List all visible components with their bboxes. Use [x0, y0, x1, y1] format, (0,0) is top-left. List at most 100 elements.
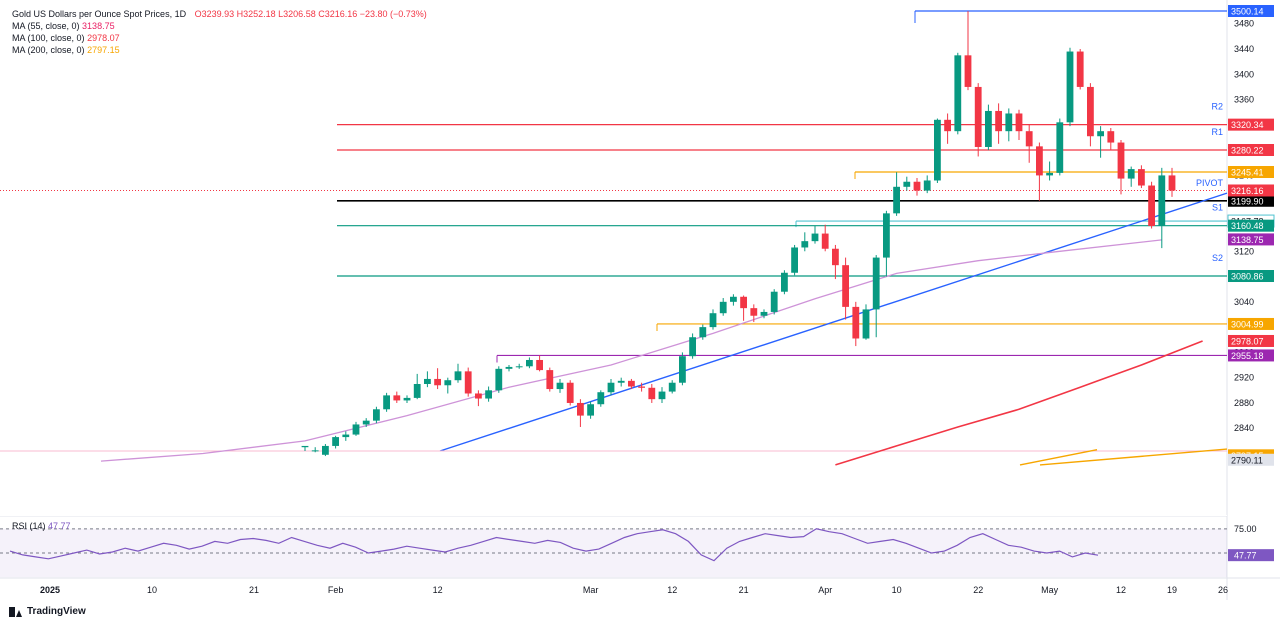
- price-tick-label: 3040: [1234, 297, 1254, 307]
- candle-body: [1127, 169, 1135, 179]
- time-tick-label: 21: [249, 585, 259, 595]
- price-badge-text: 2790.11: [1231, 455, 1263, 465]
- price-badge-text: 3080.86: [1231, 272, 1264, 282]
- candle-body: [515, 366, 523, 368]
- candle-body: [1015, 113, 1023, 132]
- rsi-badge: [1228, 549, 1274, 562]
- candle-body: [770, 291, 778, 312]
- price-badge: [1228, 219, 1274, 232]
- rsi-legend[interactable]: RSI (14) 47.77: [12, 521, 71, 531]
- time-tick-label: 10: [892, 585, 902, 595]
- candle-body: [301, 445, 309, 448]
- candle-body: [852, 306, 860, 339]
- ma200-line: [1019, 449, 1098, 466]
- ma100-line: [835, 340, 1203, 466]
- price-badge: [1228, 5, 1274, 17]
- candle-body: [556, 382, 564, 390]
- candle-body: [730, 296, 737, 302]
- candle-body: [373, 409, 380, 421]
- price-badge-text: 2978.07: [1231, 336, 1264, 346]
- rsi-badge-text: 47.77: [1234, 551, 1257, 561]
- tradingview-brand[interactable]: TradingView: [9, 606, 86, 617]
- rsi-value: 47.77: [48, 521, 71, 531]
- price-tick-label: 3120: [1234, 246, 1254, 256]
- candle-body: [1168, 175, 1176, 191]
- candle-body: [383, 395, 390, 410]
- level-label: R1: [1211, 127, 1223, 137]
- candle-body: [944, 119, 951, 132]
- level-label: PIVOT: [1196, 178, 1224, 188]
- candle-body: [1056, 122, 1064, 173]
- candle-body: [1117, 142, 1125, 179]
- ma200-value: 2797.15: [87, 45, 120, 55]
- time-tick-label: 10: [147, 585, 157, 595]
- candle-body: [1087, 86, 1094, 137]
- price-badge: [1228, 270, 1274, 283]
- candle-body: [1097, 131, 1104, 137]
- candle-body: [403, 397, 411, 401]
- candle-body: [842, 265, 849, 307]
- price-badge: [1228, 317, 1274, 330]
- candle-body: [454, 371, 462, 381]
- candle-body: [1148, 185, 1155, 226]
- candle-body: [536, 359, 543, 371]
- price-badge: [1228, 334, 1274, 347]
- price-tick-label: 3400: [1234, 69, 1254, 79]
- candle-body: [607, 382, 615, 393]
- price-badge-text: 3160.48: [1231, 221, 1264, 231]
- candle-body: [964, 55, 972, 87]
- candle-body: [954, 55, 962, 132]
- legend-ma200[interactable]: MA (200, close, 0) 2797.15: [12, 44, 427, 56]
- candle-body: [311, 450, 319, 452]
- symbol-title[interactable]: Gold US Dollars per Ounce Spot Prices, 1…: [12, 9, 187, 19]
- price-badge-text: 3245.41: [1231, 168, 1264, 178]
- price-tick-label: 2840: [1234, 423, 1254, 433]
- candle-body: [883, 213, 890, 258]
- candle-body: [1076, 51, 1084, 87]
- price-badge-text: 3320.34: [1231, 120, 1264, 130]
- candle-body: [362, 420, 370, 425]
- level-label: S2: [1212, 253, 1223, 263]
- candle-body: [995, 110, 1002, 132]
- candle-body: [413, 383, 421, 398]
- ma100-value: 2978.07: [87, 33, 120, 43]
- candle-body: [1046, 172, 1053, 176]
- candle-body: [913, 181, 921, 191]
- level-label: S1: [1212, 203, 1223, 213]
- legend-title-row: Gold US Dollars per Ounce Spot Prices, 1…: [12, 8, 427, 20]
- candle-body: [393, 395, 401, 401]
- candle-body: [638, 386, 645, 388]
- price-badge: [1228, 194, 1274, 207]
- price-badge: [1228, 349, 1274, 362]
- candle-body: [322, 445, 329, 455]
- candle-body: [903, 181, 911, 187]
- legend-ma100[interactable]: MA (100, close, 0) 2978.07: [12, 32, 427, 44]
- candle-body: [1025, 131, 1033, 147]
- candle-body: [546, 370, 554, 390]
- time-tick-label: Mar: [583, 585, 599, 595]
- candle-body: [699, 327, 707, 338]
- ma200-wedge-line: [1039, 448, 1228, 466]
- candle-body: [679, 356, 686, 383]
- price-badge: [1228, 166, 1274, 179]
- price-badge-text: 3280.22: [1231, 146, 1264, 156]
- candle-body: [444, 380, 452, 386]
- level-label: R2: [1211, 102, 1223, 112]
- time-tick-label: 12: [433, 585, 443, 595]
- ma200-label: MA (200, close, 0): [12, 45, 85, 55]
- candle-body: [352, 424, 360, 435]
- legend-ma55[interactable]: MA (55, close, 0) 3138.75: [12, 20, 427, 32]
- candle-body: [464, 371, 472, 394]
- candle-body: [801, 241, 809, 248]
- price-badge-text: 3138.75: [1231, 235, 1264, 245]
- candle-body: [1158, 175, 1166, 226]
- time-tick-label: 2025: [40, 585, 60, 595]
- candle-body: [1066, 51, 1074, 123]
- candle-body: [577, 402, 584, 416]
- candle-body: [1005, 113, 1013, 132]
- candle-body: [434, 378, 441, 386]
- candle-body: [893, 186, 900, 214]
- candle-body: [923, 180, 931, 191]
